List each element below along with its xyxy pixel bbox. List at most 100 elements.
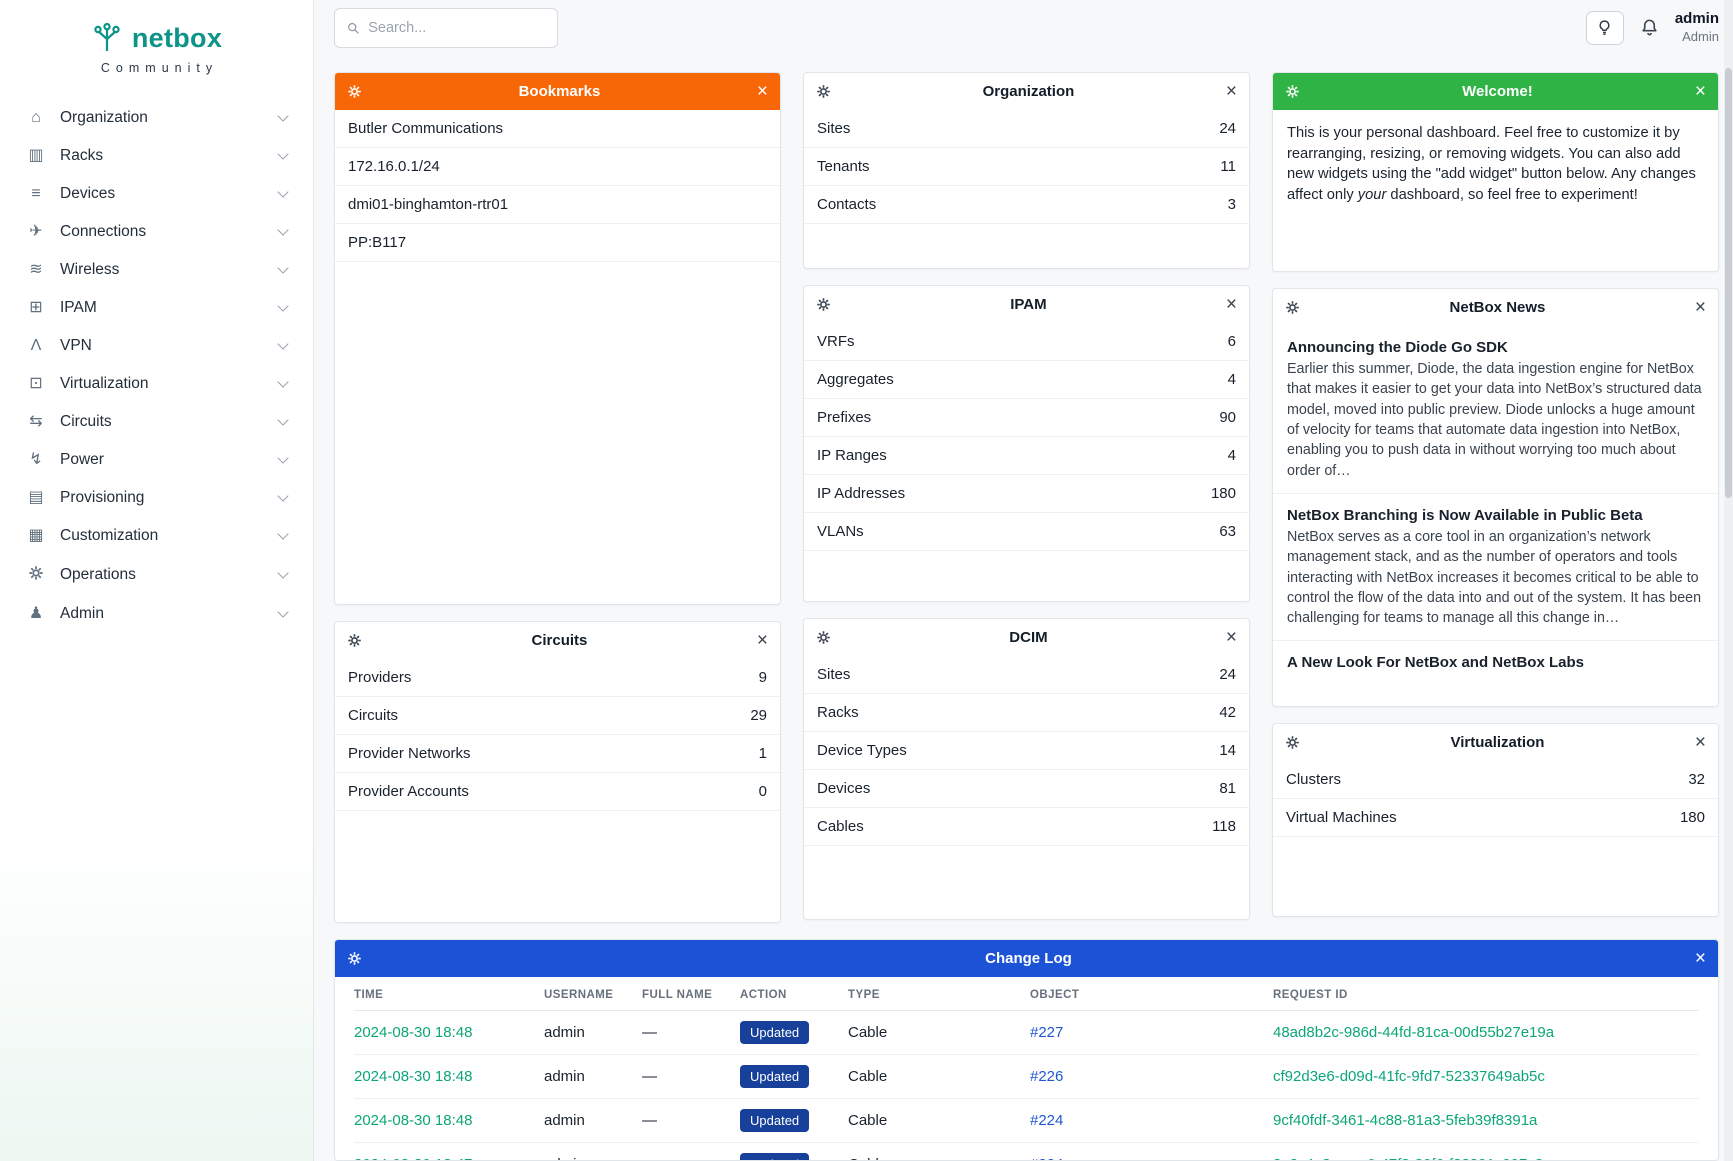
stat-row: VRFs 6 (804, 323, 1249, 362)
stat-value[interactable]: 24 (1219, 120, 1236, 138)
changelog-object-link[interactable]: #227 (1030, 1024, 1064, 1042)
stat-value[interactable]: 14 (1219, 742, 1236, 760)
gear-icon[interactable] (347, 951, 362, 966)
changelog-time-link[interactable]: 2024-08-30 18:48 (354, 1024, 473, 1042)
gear-icon[interactable] (1285, 84, 1300, 99)
news-headline[interactable]: A New Look For NetBox and NetBox Labs (1287, 654, 1584, 672)
stat-value[interactable]: 11 (1220, 158, 1236, 176)
gear-icon[interactable] (816, 297, 831, 312)
building-icon: ⌂ (31, 109, 41, 126)
stat-label: Sites (817, 666, 851, 684)
widget-welcome: Welcome! × This is your personal dashboa… (1272, 72, 1719, 273)
gear-icon[interactable] (1285, 735, 1300, 750)
chevron-down-icon (277, 528, 289, 540)
sidebar-item-admin[interactable]: ♟ Admin (0, 595, 313, 633)
stat-value[interactable]: 4 (1227, 447, 1236, 465)
sidebar-item-organization[interactable]: ⌂ Organization (0, 99, 313, 137)
stat-value[interactable]: 1 (758, 745, 767, 763)
stat-value[interactable]: 9 (758, 669, 767, 687)
stat-value[interactable]: 63 (1219, 523, 1236, 541)
close-icon[interactable]: × (1694, 81, 1706, 103)
sidebar-item-power[interactable]: ↯ Power (0, 441, 313, 479)
sidebar-item-circuits[interactable]: ⇆ Circuits (0, 403, 313, 441)
bookmark-item[interactable]: Butler Communications (335, 110, 780, 149)
stat-value[interactable]: 90 (1219, 409, 1236, 427)
changelog-request-id-link[interactable]: 9cf40fdf-3461-4c88-81a3-5feb39f8391a (1273, 1112, 1538, 1130)
close-icon[interactable]: × (1225, 294, 1237, 316)
stat-label: IP Ranges (817, 447, 887, 465)
gear-icon[interactable] (1285, 300, 1300, 315)
gear-icon[interactable] (347, 84, 362, 99)
provisioning-icon: ▤ (28, 489, 44, 506)
notifications-bell-icon[interactable] (1640, 18, 1659, 37)
sidebar-item-operations[interactable]: Operations (0, 555, 313, 595)
close-icon[interactable]: × (1694, 732, 1706, 754)
close-icon[interactable]: × (1225, 81, 1237, 103)
brand[interactable]: netbox Community (0, 14, 313, 89)
sidebar-item-provisioning[interactable]: ▤ Provisioning (0, 479, 313, 517)
sidebar-item-virtualization[interactable]: ⊡ Virtualization (0, 365, 313, 403)
sidebar-item-vpn[interactable]: Λ VPN (0, 327, 313, 365)
scrollbar[interactable] (1724, 0, 1733, 1161)
changelog-request-id-link[interactable]: 3e2c4e3c-aac0-47f3-89f6-f88391c997c3 (1273, 1156, 1543, 1160)
changelog-request-id-link[interactable]: 48ad8b2c-986d-44fd-81ca-00d55b27e19a (1273, 1024, 1555, 1042)
stat-row: IP Addresses 180 (804, 475, 1249, 514)
close-icon[interactable]: × (1694, 297, 1706, 319)
stat-row: Device Types 14 (804, 732, 1249, 771)
stat-value[interactable]: 24 (1219, 666, 1236, 684)
sidebar-item-racks[interactable]: ▥ Racks (0, 137, 313, 175)
close-icon[interactable]: × (756, 630, 768, 652)
gear-icon[interactable] (347, 633, 362, 648)
user-menu[interactable]: admin Admin (1675, 10, 1719, 45)
news-headline[interactable]: Announcing the Diode Go SDK (1287, 339, 1508, 357)
search-box[interactable] (334, 7, 558, 48)
gear-icon[interactable] (816, 84, 831, 99)
search-input[interactable] (368, 19, 546, 36)
gear-icon[interactable] (816, 630, 831, 645)
widget-header: DCIM × (804, 619, 1249, 656)
stat-value[interactable]: 4 (1227, 371, 1236, 389)
changelog-object-link[interactable]: #224 (1030, 1112, 1064, 1130)
stat-label: Provider Networks (348, 745, 471, 763)
stat-value[interactable]: 0 (758, 783, 767, 801)
bookmark-item[interactable]: dmi01-binghamton-rtr01 (335, 186, 780, 225)
stat-value[interactable]: 29 (750, 707, 767, 725)
news-headline[interactable]: NetBox Branching is Now Available in Pub… (1287, 506, 1643, 524)
scrollbar-thumb[interactable] (1725, 68, 1732, 498)
changelog-object-link[interactable]: #226 (1030, 1068, 1064, 1086)
close-icon[interactable]: × (1694, 948, 1706, 970)
close-icon[interactable]: × (1225, 627, 1237, 649)
changelog-request-id-link[interactable]: cf92d3e6-d09d-41fc-9fd7-52337649ab5c (1273, 1068, 1545, 1086)
changelog-object-link[interactable]: #224 (1030, 1156, 1063, 1160)
sidebar-item-label: Racks (60, 147, 104, 164)
chevron-down-icon (277, 452, 289, 464)
changelog-time-link[interactable]: 2024-08-30 18:47 (354, 1156, 472, 1160)
stat-value[interactable]: 180 (1679, 809, 1705, 827)
sidebar-item-ipam[interactable]: ⊞ IPAM (0, 289, 313, 327)
sidebar-item-devices[interactable]: ≡ Devices (0, 175, 313, 213)
changelog-table: TIME USERNAME FULL NAME ACTION TYPE OBJE… (354, 977, 1699, 1161)
stat-row: IP Ranges 4 (804, 437, 1249, 476)
sidebar-item-customization[interactable]: ▦ Customization (0, 517, 313, 555)
stat-value[interactable]: 180 (1210, 485, 1236, 503)
stat-value[interactable]: 32 (1688, 771, 1705, 789)
sidebar-item-label: Wireless (60, 261, 120, 278)
close-icon[interactable]: × (756, 81, 768, 103)
sidebar-item-connections[interactable]: ✈ Connections (0, 213, 313, 251)
changelog-time-link[interactable]: 2024-08-30 18:48 (354, 1112, 473, 1130)
bookmark-item[interactable]: PP:B117 (335, 224, 780, 263)
stat-value[interactable]: 42 (1219, 704, 1236, 722)
changelog-time-link[interactable]: 2024-08-30 18:48 (354, 1068, 473, 1086)
stat-row: VLANs 63 (804, 513, 1249, 552)
theme-toggle-button[interactable] (1585, 10, 1624, 45)
stat-value[interactable]: 81 (1219, 780, 1236, 798)
news-item: A New Look For NetBox and NetBox Labs (1273, 641, 1718, 686)
stat-value[interactable]: 118 (1212, 818, 1236, 836)
main-content: admin Admin Bookmarks × Butler Communica… (314, 0, 1733, 1161)
sidebar-item-wireless[interactable]: ≋ Wireless (0, 251, 313, 289)
bookmark-item[interactable]: 172.16.0.1/24 (335, 148, 780, 187)
stat-value[interactable]: 3 (1227, 196, 1236, 214)
stat-value[interactable]: 6 (1227, 333, 1236, 351)
brand-name: netbox (131, 22, 223, 53)
widget-title: NetBox News (1449, 299, 1546, 317)
